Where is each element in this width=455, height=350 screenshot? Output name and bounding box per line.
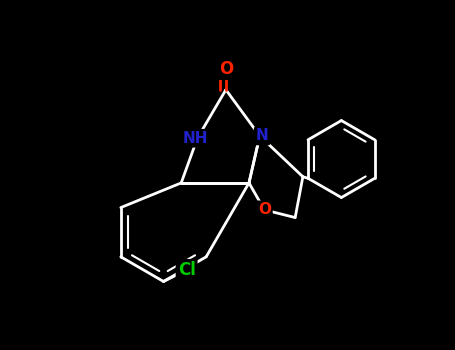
- Text: Cl: Cl: [177, 261, 196, 279]
- Text: NH: NH: [182, 131, 208, 146]
- Text: O: O: [258, 202, 271, 217]
- Text: O: O: [219, 60, 233, 78]
- Text: N: N: [256, 128, 268, 143]
